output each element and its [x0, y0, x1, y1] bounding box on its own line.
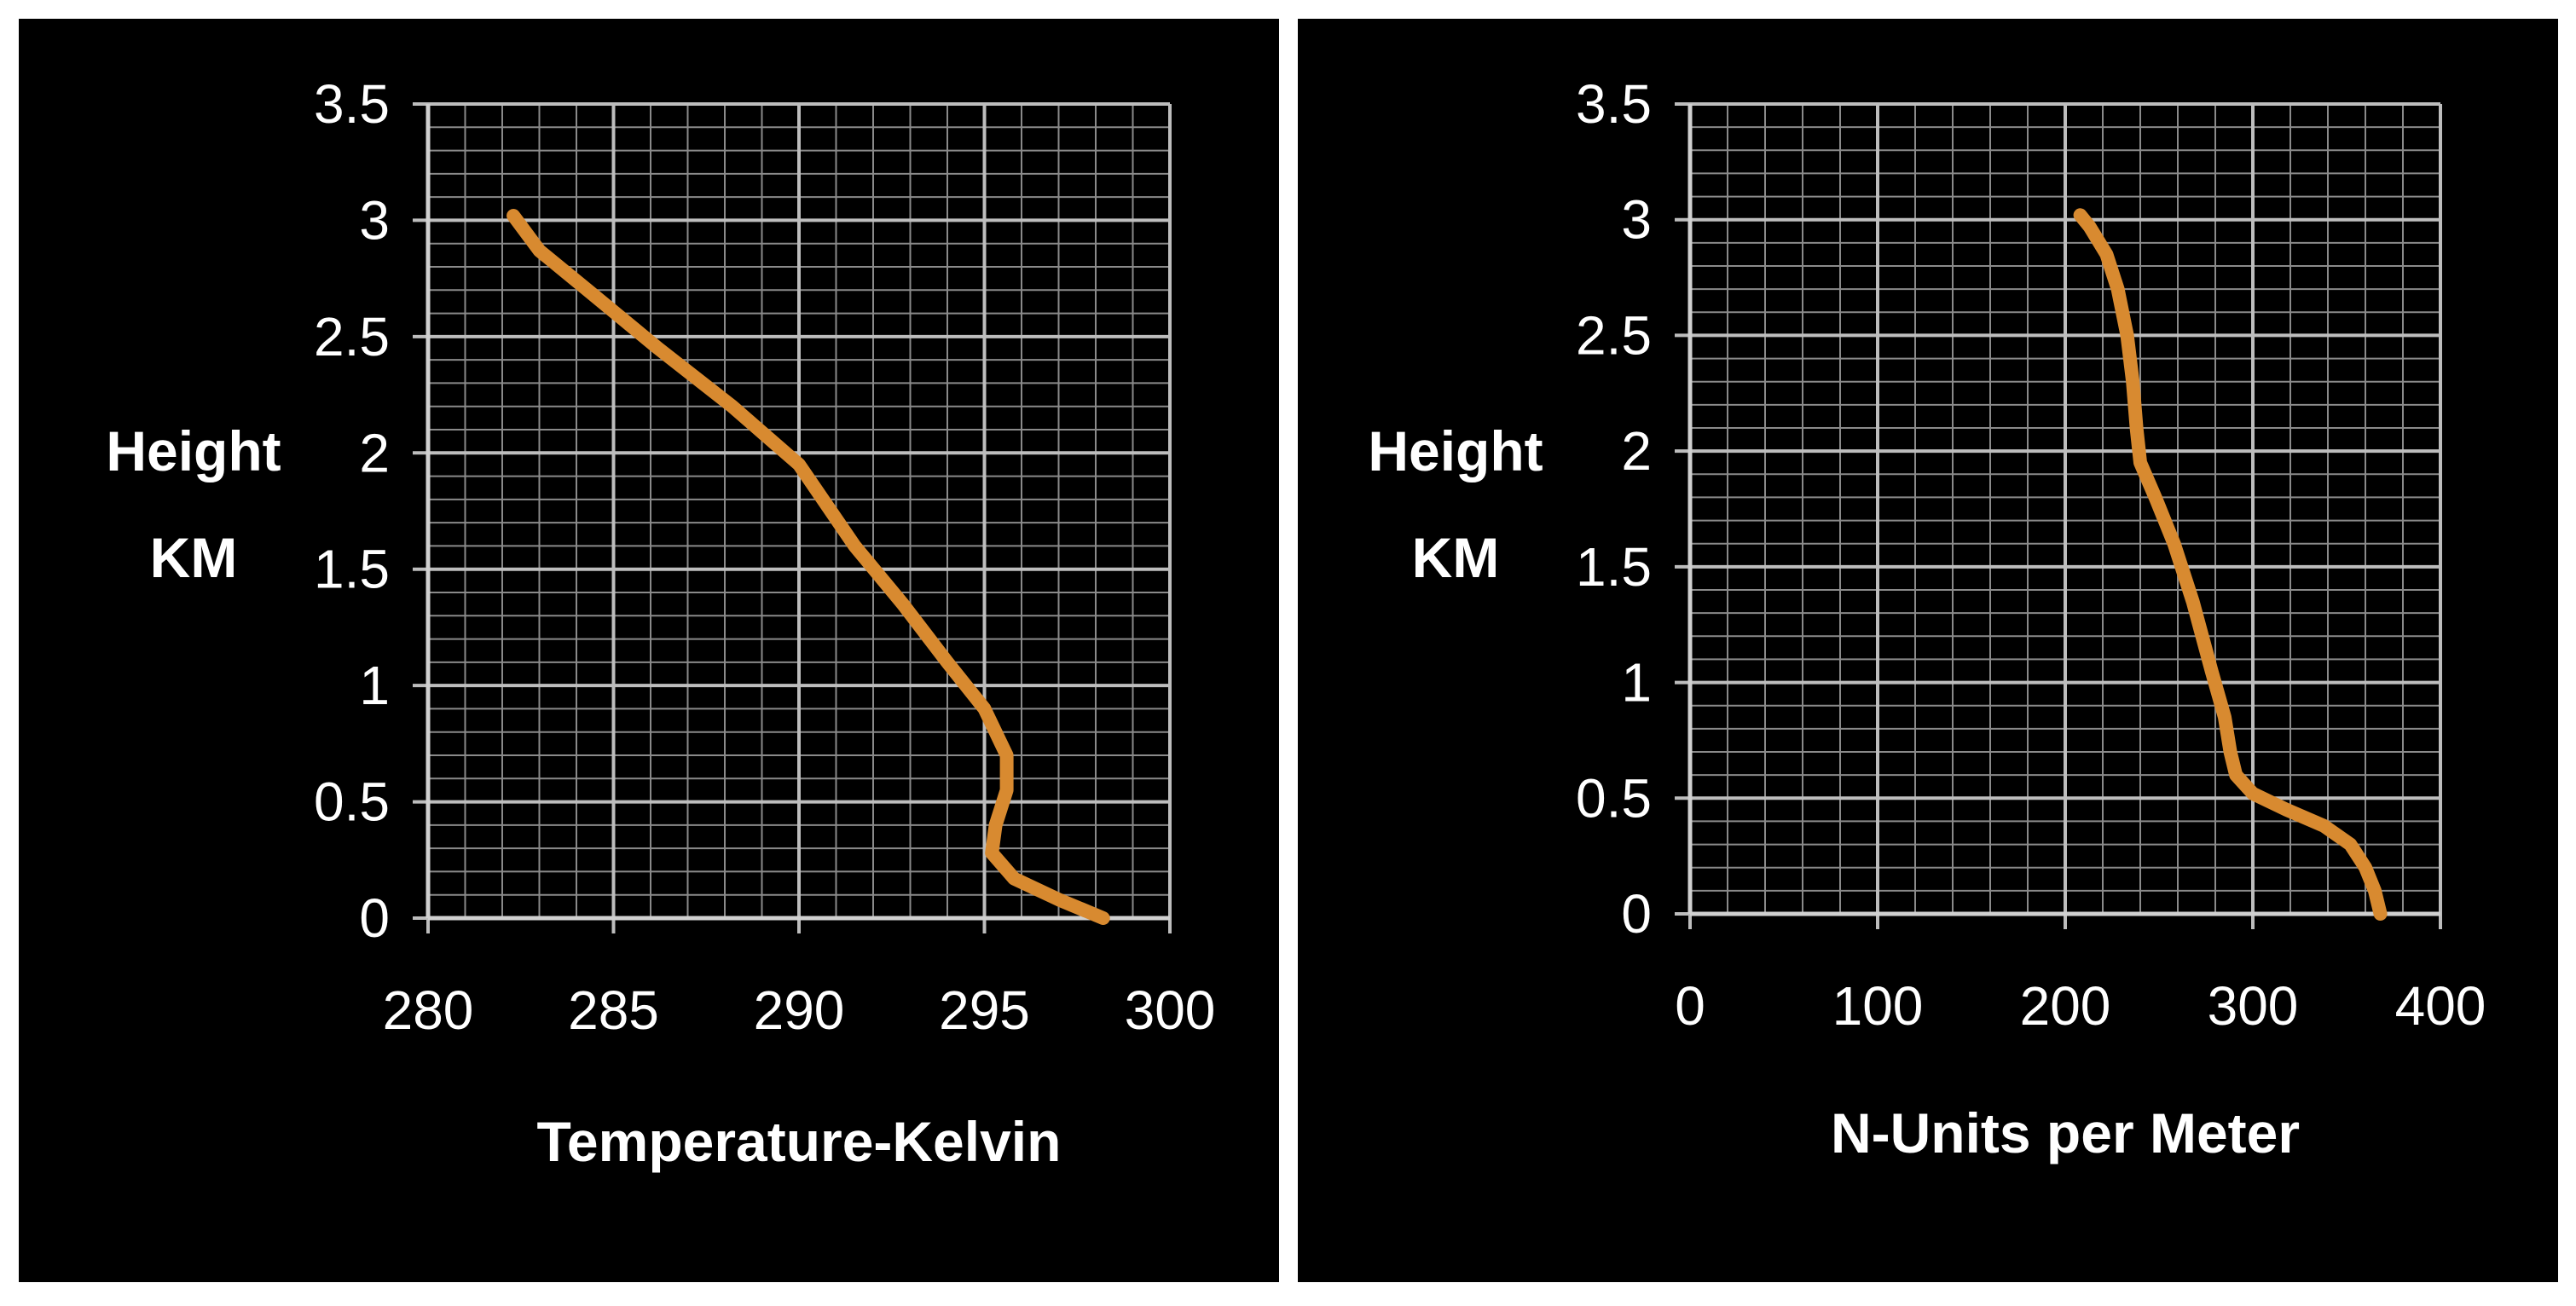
- y-axis-title: Height: [106, 419, 281, 483]
- x-tick-label: 200: [2020, 975, 2111, 1037]
- y-tick-label: 0: [1621, 883, 1652, 945]
- x-tick-label: 0: [1675, 975, 1705, 1037]
- x-tick-label: 280: [383, 980, 474, 1041]
- y-tick-label: 2.5: [1576, 304, 1652, 366]
- chart-nunits-height: 0 0.5 1 1.5 2 2.5 3 3.5 0 100 200 300 400 Height KM N-U…: [1368, 73, 2486, 1164]
- series-line: [2073, 208, 2388, 921]
- y-tick-label: 3: [359, 189, 390, 251]
- y-tick-label: 1: [1621, 652, 1652, 714]
- series-line: [507, 209, 1110, 925]
- y-axis-title: KM: [1412, 526, 1500, 589]
- x-axis-title: N-Units per Meter: [1831, 1101, 2300, 1164]
- x-tick-label: 285: [568, 980, 659, 1041]
- y-axis-title: Height: [1368, 419, 1543, 483]
- x-tick-label: 300: [1125, 980, 1216, 1041]
- y-tick-label: 0.5: [314, 771, 390, 833]
- y-axis-title: KM: [150, 526, 238, 589]
- y-tick-label: 3.5: [314, 73, 390, 135]
- y-tick-label: 3: [1621, 189, 1652, 251]
- y-tick-label: 1: [359, 655, 390, 716]
- x-axis-title: Temperature-Kelvin: [537, 1110, 1062, 1173]
- y-tick-label: 0.5: [1576, 767, 1652, 829]
- y-tick-label: 1.5: [1576, 536, 1652, 598]
- grid: [413, 102, 1172, 933]
- y-tick-label: 2.5: [314, 306, 390, 367]
- x-tick-label: 290: [754, 980, 845, 1041]
- x-tick-label: 295: [939, 980, 1030, 1041]
- chart-panel-refractivity: 0 0.5 1 1.5 2 2.5 3 3.5 0 100 200 300 400 Height KM N-U…: [1298, 19, 2558, 1282]
- y-tick-label: 0: [359, 887, 390, 949]
- chart-panel-temperature: 0 0.5 1 1.5 2 2.5 3 3.5 280 285 290 295 300 Height KM T…: [19, 19, 1279, 1282]
- y-tick-label: 2: [359, 422, 390, 483]
- chart-temperature-height: 0 0.5 1 1.5 2 2.5 3 3.5 280 285 290 295 300 Height KM T…: [106, 73, 1216, 1173]
- x-tick-label: 400: [2395, 975, 2486, 1037]
- x-tick-label: 100: [1832, 975, 1924, 1037]
- y-tick-label: 1.5: [314, 539, 390, 600]
- grid: [1675, 102, 2442, 929]
- y-tick-label: 2: [1621, 420, 1652, 482]
- x-tick-label: 300: [2208, 975, 2299, 1037]
- y-tick-label: 3.5: [1576, 73, 1652, 135]
